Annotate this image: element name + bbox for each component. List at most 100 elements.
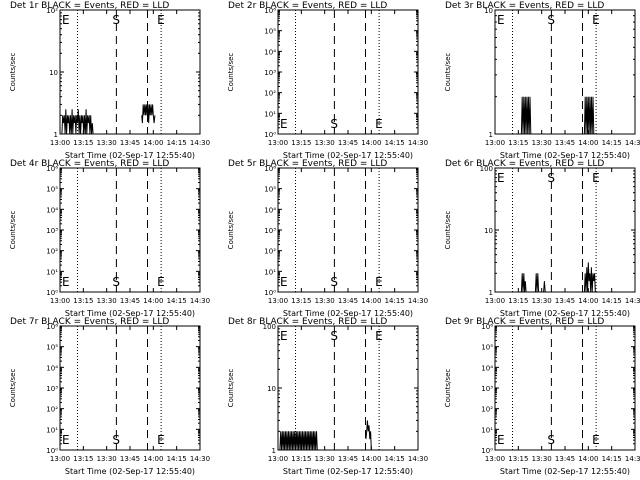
- detector-panel-7: Det 7r BLACK = Events, RED = LLD Counts/s…: [9, 317, 210, 476]
- y-axis-label: Counts/sec: [227, 53, 235, 92]
- x-axis-label: Start Time (02-Sep-17 12:55:40): [500, 151, 630, 160]
- y-tick-label: 10³: [481, 385, 493, 393]
- end-marker-right: E: [375, 117, 383, 131]
- x-tick-label: 14:15: [602, 139, 622, 147]
- plot-frame: [277, 9, 419, 135]
- x-tick-label: 13:00: [50, 455, 70, 463]
- y-tick-label: 10: [484, 227, 493, 235]
- end-marker-right: E: [375, 275, 383, 289]
- x-tick-label: 14:30: [625, 297, 640, 305]
- end-marker-left: E: [497, 171, 505, 185]
- x-axis-label: Start Time (02-Sep-17 12:55:40): [500, 467, 630, 476]
- x-tick-label: 14:15: [385, 455, 405, 463]
- y-tick-label: 10³: [264, 69, 276, 77]
- y-tick-label: 10²: [46, 248, 58, 256]
- y-tick-label: 10²: [264, 248, 276, 256]
- x-tick-label: 13:15: [291, 297, 311, 305]
- y-tick-label: 10⁰: [481, 447, 493, 455]
- x-axis-label: Start Time (02-Sep-17 12:55:40): [65, 309, 195, 318]
- end-marker-left: E: [62, 433, 70, 447]
- y-tick-label: 10³: [46, 227, 58, 235]
- x-tick-label: 14:30: [408, 297, 428, 305]
- detector-panel-4: Det 4r BLACK = Events, RED = LLD Counts/s…: [9, 159, 210, 318]
- events-series-2: [365, 420, 372, 451]
- detector-panel-1: Det 1r BLACK = Events, RED = LLD Counts/s…: [9, 1, 210, 160]
- x-tick-label: 14:15: [385, 297, 405, 305]
- y-tick-label: 10²: [481, 406, 493, 414]
- end-marker-right: E: [157, 433, 165, 447]
- end-marker-right: E: [592, 171, 600, 185]
- x-axis-label: Start Time (02-Sep-17 12:55:40): [283, 151, 413, 160]
- panel-title: Det 8r BLACK = Events, RED = LLD: [228, 317, 387, 327]
- start-marker: S: [112, 13, 120, 27]
- y-tick-label: 10⁵: [46, 186, 58, 194]
- y-axis-label: Counts/sec: [9, 53, 17, 92]
- x-tick-label: 13:45: [338, 455, 358, 463]
- detector-panel-5: Det 5r BLACK = Events, RED = LLD Counts/s…: [227, 159, 428, 318]
- x-tick-label: 13:30: [97, 297, 117, 305]
- events-series-4: [583, 262, 596, 293]
- y-axis-label: Counts/sec: [227, 211, 235, 250]
- x-tick-label: 13:45: [338, 297, 358, 305]
- x-tick-label: 14:30: [625, 455, 640, 463]
- x-axis-label: Start Time (02-Sep-17 12:55:40): [500, 309, 630, 318]
- panel-title: Det 5r BLACK = Events, RED = LLD: [228, 159, 387, 169]
- y-tick-label: 10⁰: [264, 289, 276, 297]
- plot-frame: [277, 167, 419, 293]
- x-tick-label: 13:00: [485, 455, 505, 463]
- y-tick-label: 10⁵: [481, 344, 493, 352]
- x-tick-label: 13:00: [485, 297, 505, 305]
- plot-frame: [494, 325, 636, 451]
- y-tick-label: 10⁵: [46, 344, 58, 352]
- x-tick-label: 13:30: [315, 139, 335, 147]
- y-tick-label: 10⁴: [264, 48, 276, 56]
- panel-title: Det 4r BLACK = Events, RED = LLD: [10, 159, 169, 169]
- y-tick-label: 10¹: [481, 426, 493, 434]
- start-marker: S: [112, 275, 120, 289]
- y-tick-label: 10⁵: [264, 186, 276, 194]
- x-tick-label: 13:15: [508, 139, 528, 147]
- start-marker: S: [330, 117, 338, 131]
- end-marker-right: E: [375, 329, 383, 343]
- x-axis-label: Start Time (02-Sep-17 12:55:40): [283, 309, 413, 318]
- x-tick-label: 14:30: [190, 455, 210, 463]
- x-tick-label: 13:00: [268, 139, 288, 147]
- y-tick-label: 10: [49, 69, 58, 77]
- x-tick-label: 14:00: [361, 139, 381, 147]
- detector-panel-9: Det 9r BLACK = Events, RED = LLD Counts/s…: [444, 317, 640, 476]
- start-marker: S: [330, 275, 338, 289]
- end-marker-right: E: [157, 13, 165, 27]
- x-tick-label: 14:00: [143, 139, 163, 147]
- end-marker-left: E: [280, 275, 288, 289]
- plot-frame: [59, 325, 201, 451]
- x-tick-label: 13:15: [73, 455, 93, 463]
- y-tick-label: 10⁶: [264, 7, 276, 15]
- x-tick-label: 14:15: [167, 297, 187, 305]
- x-tick-label: 13:45: [555, 297, 575, 305]
- x-tick-label: 13:15: [508, 297, 528, 305]
- end-marker-right: E: [592, 13, 600, 27]
- x-tick-label: 13:00: [485, 139, 505, 147]
- x-tick-label: 13:00: [268, 455, 288, 463]
- events-series-1: [520, 96, 532, 135]
- plot-frame: [59, 167, 201, 293]
- y-tick-label: 1: [489, 289, 493, 297]
- y-tick-label: 10³: [46, 385, 58, 393]
- detector-panel-2: Det 2r BLACK = Events, RED = LLD Counts/s…: [227, 1, 428, 160]
- events-series-2: [534, 273, 540, 293]
- x-tick-label: 13:30: [532, 455, 552, 463]
- x-tick-label: 13:30: [532, 297, 552, 305]
- detector-panel-8: Det 8r BLACK = Events, RED = LLD Counts/s…: [227, 317, 428, 476]
- x-tick-label: 14:00: [143, 455, 163, 463]
- end-marker-right: E: [592, 433, 600, 447]
- x-tick-label: 14:30: [190, 139, 210, 147]
- x-tick-label: 14:00: [578, 455, 598, 463]
- panel-title: Det 3r BLACK = Events, RED = LLD: [445, 1, 604, 11]
- y-axis-label: Counts/sec: [9, 369, 17, 408]
- end-marker-left: E: [280, 329, 288, 343]
- y-tick-label: 10⁴: [264, 206, 276, 214]
- x-tick-label: 13:15: [73, 297, 93, 305]
- detector-panel-3: Det 3r BLACK = Events, RED = LLD Counts/s…: [444, 1, 640, 160]
- panel-title: Det 2r BLACK = Events, RED = LLD: [228, 1, 387, 11]
- start-marker: S: [547, 13, 555, 27]
